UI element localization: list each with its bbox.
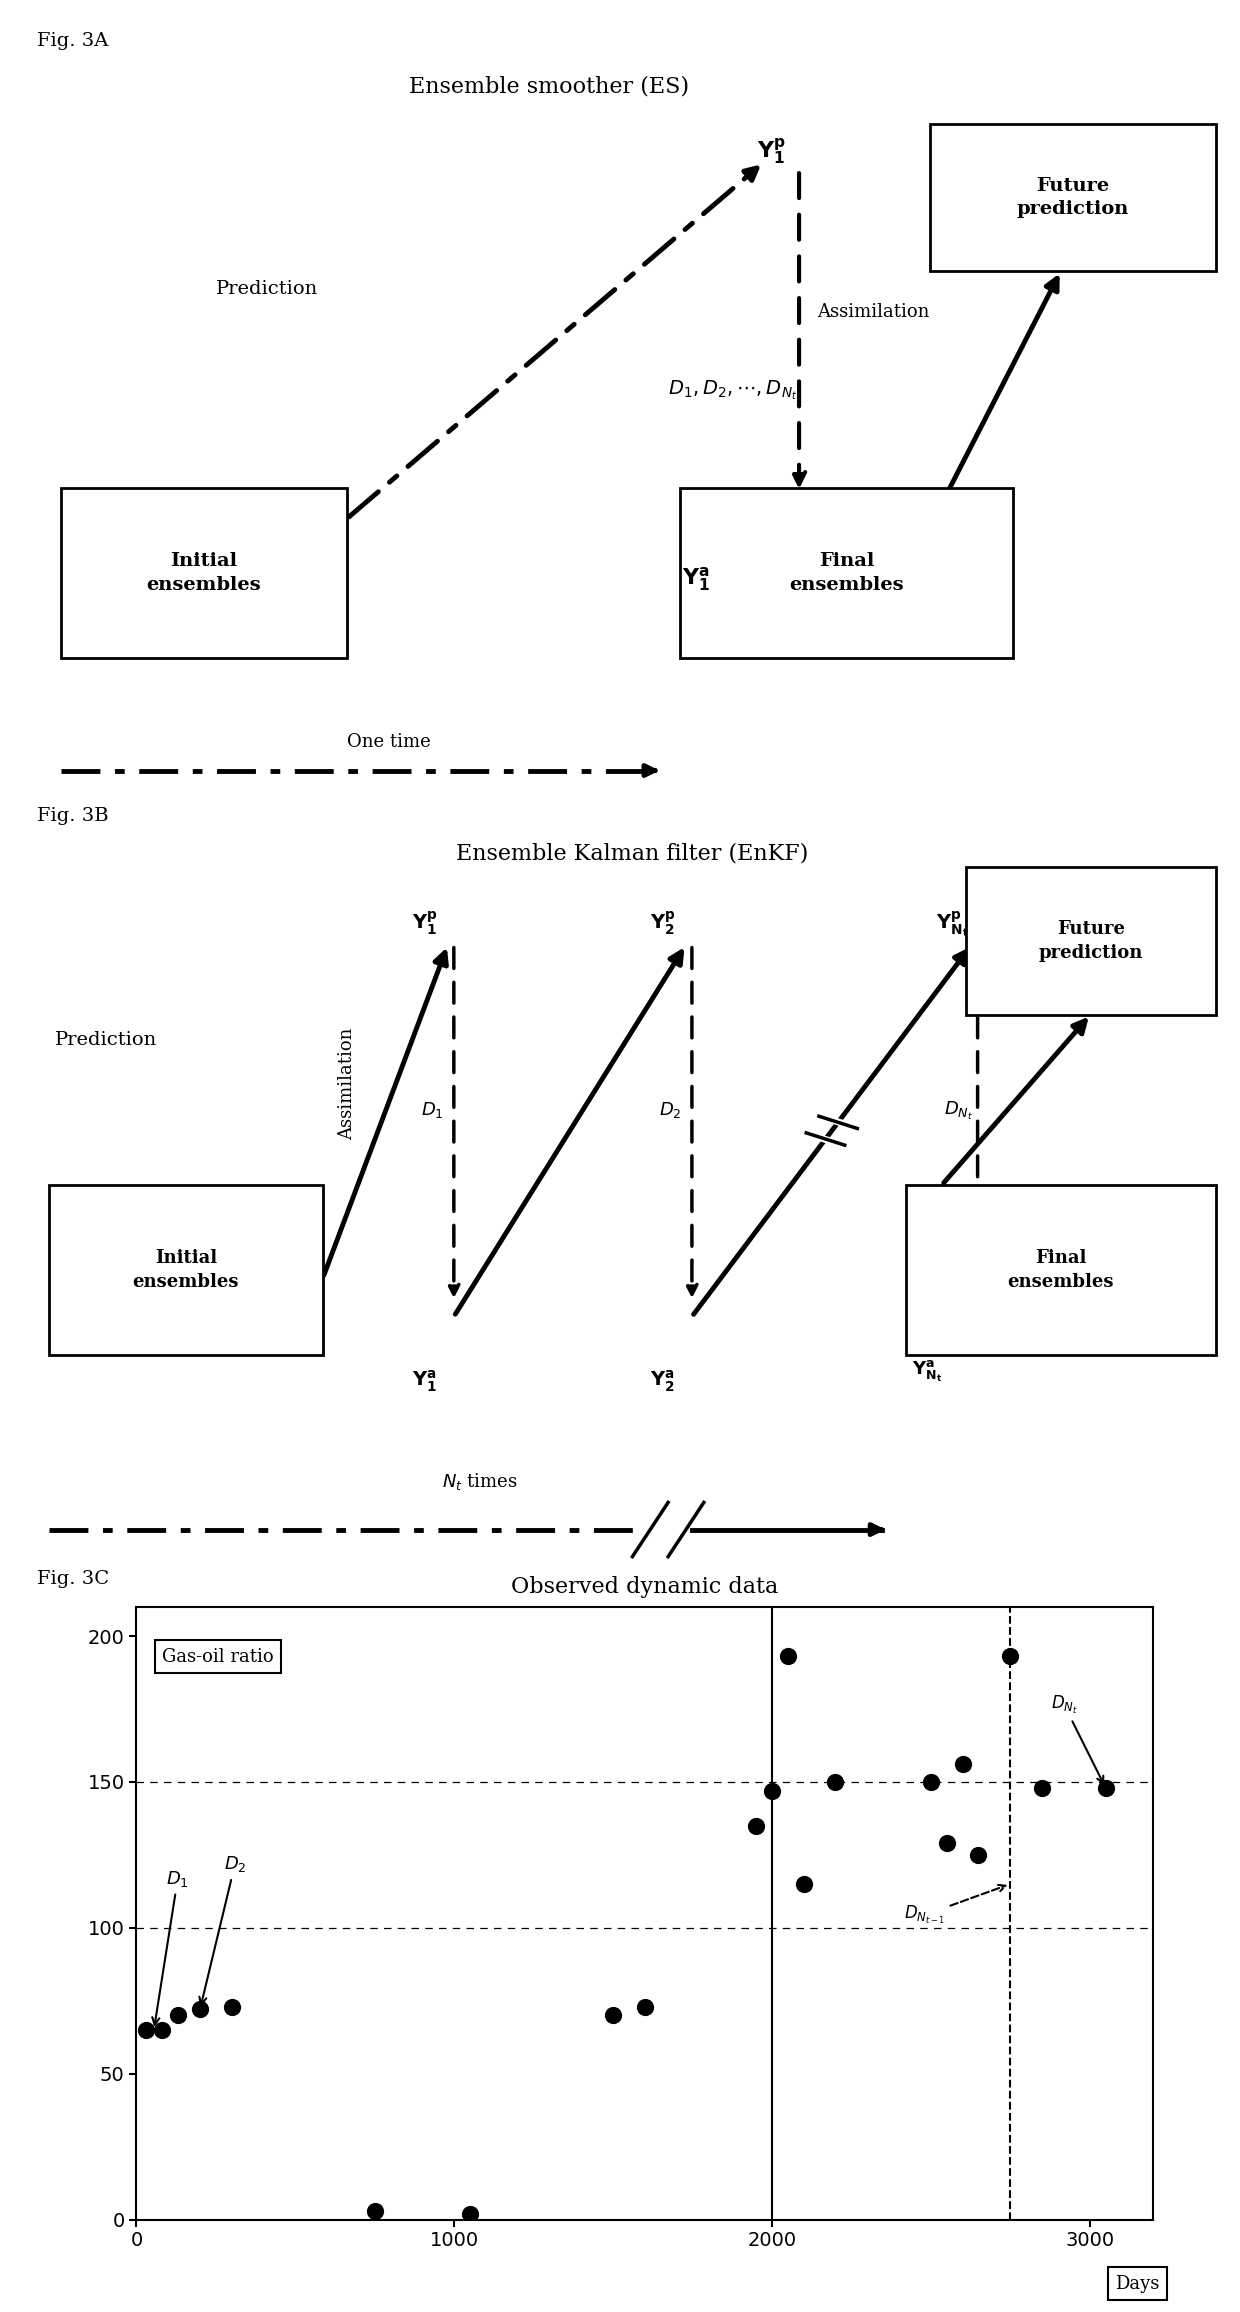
Text: Future
prediction: Future prediction	[1017, 176, 1130, 217]
Text: $\mathbf{Y_1^p}$: $\mathbf{Y_1^p}$	[412, 911, 438, 936]
Title: Observed dynamic data: Observed dynamic data	[511, 1577, 779, 1598]
Text: $D_1$: $D_1$	[153, 1868, 188, 2025]
Text: Prediction: Prediction	[216, 280, 317, 298]
Point	[921, 1764, 941, 1801]
FancyArrowPatch shape	[324, 953, 446, 1276]
Text: Initial
ensembles: Initial ensembles	[133, 1248, 239, 1290]
Point	[826, 1764, 846, 1801]
Text: $D_2$: $D_2$	[200, 1854, 247, 2005]
Text: $D_{N_{t-1}}$: $D_{N_{t-1}}$	[904, 1884, 1006, 1926]
Point	[936, 1824, 956, 1861]
Point	[1096, 1769, 1116, 1806]
FancyArrowPatch shape	[870, 1524, 882, 1535]
Text: Assimilation: Assimilation	[817, 303, 929, 321]
Text: Days: Days	[1115, 2275, 1159, 2294]
FancyBboxPatch shape	[50, 1184, 322, 1355]
Text: Ensemble smoother (ES): Ensemble smoother (ES)	[409, 76, 689, 97]
Text: Fig. 3B: Fig. 3B	[37, 807, 109, 825]
Text: Fig. 3C: Fig. 3C	[37, 1570, 109, 1588]
Text: $D_{N_t}$: $D_{N_t}$	[945, 1101, 973, 1121]
Point	[635, 1988, 655, 2025]
Text: Gas-oil ratio: Gas-oil ratio	[161, 1648, 274, 1665]
Text: $\mathbf{Y_2^a}$: $\mathbf{Y_2^a}$	[650, 1369, 675, 1394]
Text: $\mathbf{Y_{N_t}^p}$: $\mathbf{Y_{N_t}^p}$	[936, 911, 968, 939]
Point	[136, 2011, 156, 2048]
Text: $D_1, D_2, \cdots, D_{N_t}$: $D_1, D_2, \cdots, D_{N_t}$	[668, 379, 797, 402]
FancyArrowPatch shape	[931, 277, 1058, 525]
Point	[603, 1998, 622, 2035]
FancyBboxPatch shape	[966, 867, 1215, 1015]
Text: $\mathbf{Y_1^p}$: $\mathbf{Y_1^p}$	[758, 136, 786, 166]
Text: Final
ensembles: Final ensembles	[790, 553, 904, 594]
Point	[777, 1637, 797, 1674]
Text: $\mathbf{Y_1^a}$: $\mathbf{Y_1^a}$	[682, 564, 711, 594]
Point	[794, 1866, 813, 1903]
FancyBboxPatch shape	[680, 488, 1013, 659]
Text: $\mathbf{Y_{N_t}^a}$: $\mathbf{Y_{N_t}^a}$	[913, 1359, 942, 1385]
Point	[365, 2192, 384, 2229]
FancyArrowPatch shape	[792, 173, 805, 483]
Point	[222, 1988, 242, 2025]
FancyArrowPatch shape	[944, 1020, 1085, 1184]
Text: Final
ensembles: Final ensembles	[1008, 1248, 1115, 1290]
Text: One time: One time	[347, 733, 430, 751]
Point	[190, 1991, 210, 2028]
FancyBboxPatch shape	[906, 1184, 1215, 1355]
FancyArrowPatch shape	[449, 948, 459, 1295]
Text: $N_t$ times: $N_t$ times	[441, 1470, 517, 1491]
Text: $D_{N_t}$: $D_{N_t}$	[1050, 1695, 1104, 1783]
Text: Future
prediction: Future prediction	[1039, 920, 1143, 962]
FancyBboxPatch shape	[930, 125, 1215, 271]
FancyArrowPatch shape	[687, 948, 697, 1295]
Text: $D_1$: $D_1$	[420, 1101, 443, 1121]
Text: Ensemble Kalman filter (EnKF): Ensemble Kalman filter (EnKF)	[456, 842, 808, 865]
FancyArrowPatch shape	[348, 169, 758, 518]
Point	[761, 1771, 781, 1808]
Text: Assimilation: Assimilation	[337, 1029, 356, 1140]
FancyBboxPatch shape	[61, 488, 347, 659]
FancyArrowPatch shape	[693, 950, 967, 1313]
Point	[151, 2011, 171, 2048]
Point	[746, 1808, 766, 1845]
Point	[952, 1746, 972, 1783]
Point	[1032, 1769, 1052, 1806]
Text: Initial
ensembles: Initial ensembles	[146, 553, 262, 594]
FancyArrowPatch shape	[644, 765, 655, 775]
Text: Prediction: Prediction	[55, 1031, 157, 1050]
Point	[167, 1998, 187, 2035]
FancyArrowPatch shape	[972, 948, 982, 1295]
Text: $\mathbf{Y_2^p}$: $\mathbf{Y_2^p}$	[650, 911, 676, 936]
Point	[968, 1836, 988, 1873]
Text: Fig. 3A: Fig. 3A	[37, 32, 109, 51]
Text: $D_2$: $D_2$	[658, 1101, 681, 1121]
Text: $\mathbf{Y_1^a}$: $\mathbf{Y_1^a}$	[412, 1369, 438, 1394]
FancyArrowPatch shape	[455, 953, 682, 1313]
Point	[1001, 1637, 1021, 1674]
Point	[460, 2194, 480, 2231]
